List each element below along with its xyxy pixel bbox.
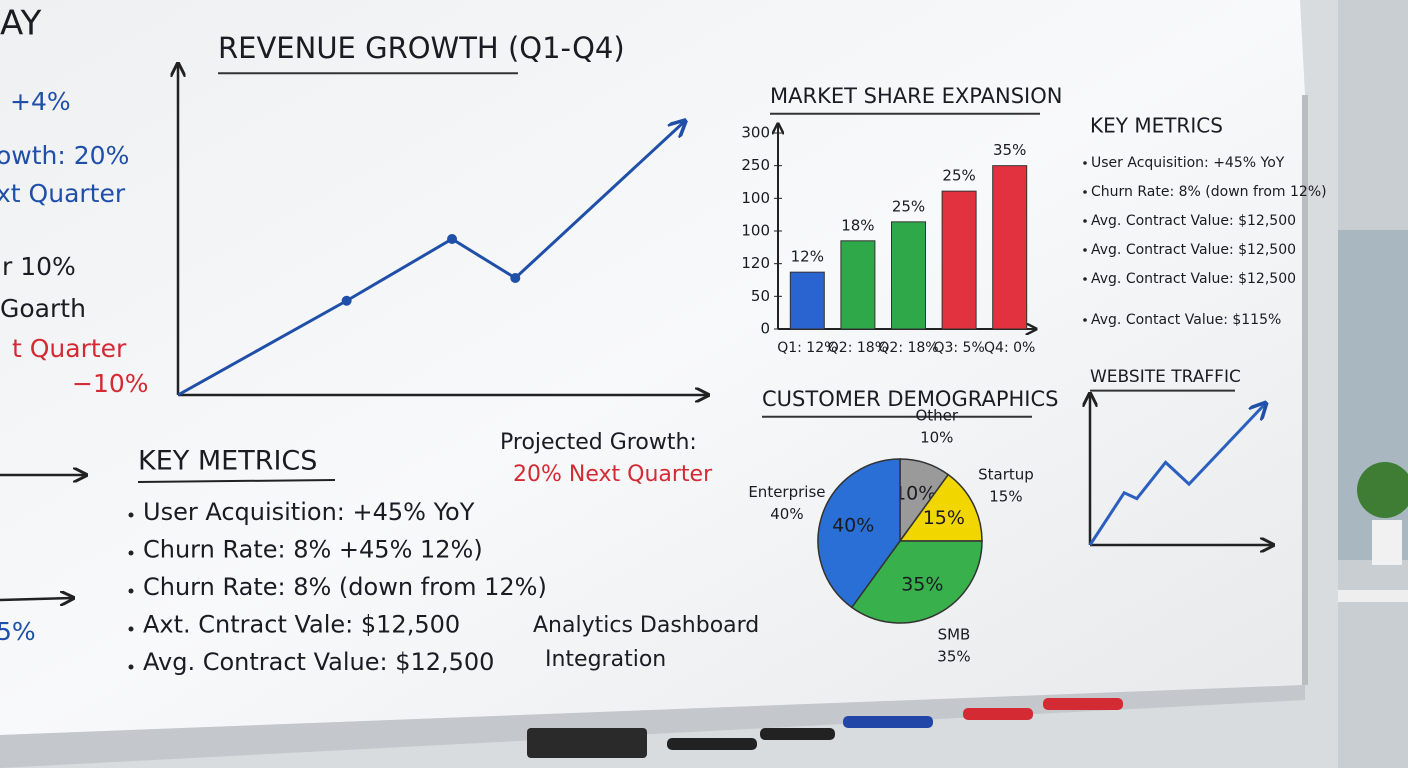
line-series [1088,404,1265,546]
side-metrics-list: User Acquisition: +45% YoY Churn Rate: 8%… [1083,155,1327,328]
category-value: 40% [770,505,803,523]
dashboard-note: Analytics Dashboard [533,613,759,638]
y-tick-label: 0 [760,320,770,338]
marker [963,708,1033,720]
dashboard-note: Integration [545,647,666,672]
note: −10% [72,369,149,398]
key-metrics-title: KEY METRICS [138,446,317,477]
y-tick-label: 300 [741,124,770,142]
table [1338,590,1408,602]
bar-annotation: 35% [993,141,1026,159]
marker [1043,698,1123,710]
note: +4% [10,87,71,116]
arrow [0,598,72,600]
slice-label: 35% [901,573,943,595]
side-metrics-title: KEY METRICS [1090,114,1223,138]
category-label: SMB [938,625,971,643]
y-tick-label: 100 [741,189,770,207]
bullet [1083,277,1087,281]
key-metric: Axt. Cntract Vale: $12,500 [143,611,460,639]
category-value: 15% [989,488,1022,506]
chart-title: CUSTOMER DEMOGRAPHICS [762,387,1058,411]
bar [941,190,977,330]
marker-tray [0,685,1305,768]
bullet [128,512,134,518]
point [510,273,521,283]
category-label: Startup [978,466,1034,484]
marker [667,738,757,750]
bullet [1083,318,1087,322]
bar [840,240,876,330]
key-metric: Churn Rate: 8% +45% 12%) [143,536,483,564]
bullet [128,664,134,670]
point [341,295,352,306]
slice-label: 15% [923,507,965,529]
y-tick-label: 120 [741,254,770,272]
bar-annotation: 18% [841,216,874,234]
side-metric: Avg. Contact Value: $115% [1091,312,1281,328]
bullet [1083,190,1087,194]
bar-annotation: 12% [791,248,824,266]
slice-label: 10% [894,483,936,505]
pie-slice [898,473,983,542]
note: owth: 20% [0,141,129,170]
marker [843,716,933,728]
key-metric: Avg. Contract Value: $12,500 [143,648,494,676]
y-tick-label: 100 [741,222,770,240]
bullet [1083,248,1087,252]
x-tick-label: Q2: 18% [828,340,888,356]
x-tick-label: Q1: 12% [777,340,837,356]
chart-title: REVENUE GROWTH (Q1-Q4) [218,31,625,65]
category-value: 35% [937,647,970,665]
bar-annotation: 25% [942,167,975,185]
note: AY [0,4,42,44]
chart-title: MARKET SHARE EXPANSION [770,84,1062,108]
pie-slice [817,458,901,609]
bar [789,271,825,330]
note: r 10% [2,252,76,281]
side-metric: User Acquisition: +45% YoY [1091,155,1285,171]
key-metric: User Acquisition: +45% YoY [143,498,475,526]
key-metric: Churn Rate: 8% (down from 12%) [143,573,547,601]
x-tick-label: Q3: 5% [933,340,984,356]
projected-note: Projected Growth: [500,430,697,455]
bullet [128,550,134,556]
side-metric: Churn Rate: 8% (down from 12%) [1091,184,1327,200]
slice-label: 40% [832,514,874,536]
marker [760,728,835,740]
bullet [128,588,134,594]
pot [1372,520,1402,565]
eraser [527,728,647,758]
pie-slice [850,540,983,624]
key-metrics-list: User Acquisition: +45% YoY Churn Rate: 8%… [128,498,547,676]
x-tick-label: Q4: 0% [984,340,1035,356]
point [447,234,458,244]
bullet [128,626,134,632]
bullet [1083,219,1087,223]
side-metric: Avg. Contract Value: $12,500 [1091,242,1296,258]
bar [992,165,1028,330]
category-value: 10% [920,428,953,446]
underline [137,479,336,483]
bar-annotation: 25% [892,197,925,215]
plant [1357,462,1408,518]
bar [891,221,926,330]
note: Goarth [0,294,86,323]
projected-note: 20% Next Quarter [513,462,713,487]
y-tick-label: 50 [751,287,770,305]
note: 5% [0,617,36,646]
category-label: Other [915,406,958,424]
chart-title: WEBSITE TRAFFIC [1090,367,1241,387]
side-metric: Avg. Contract Value: $12,500 [1091,213,1296,229]
note: t Quarter [12,334,127,363]
side-metric: Avg. Contract Value: $12,500 [1091,271,1296,287]
x-tick-label: Q2: 18% [878,340,938,356]
y-tick-label: 250 [741,156,770,174]
category-label: Enterprise [748,483,825,501]
note: xt Quarter [0,179,126,208]
bullet [1083,161,1087,165]
